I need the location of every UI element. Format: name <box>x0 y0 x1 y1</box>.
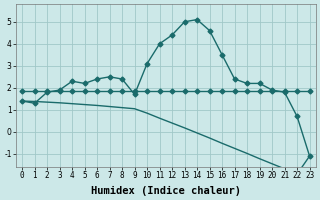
X-axis label: Humidex (Indice chaleur): Humidex (Indice chaleur) <box>91 186 241 196</box>
